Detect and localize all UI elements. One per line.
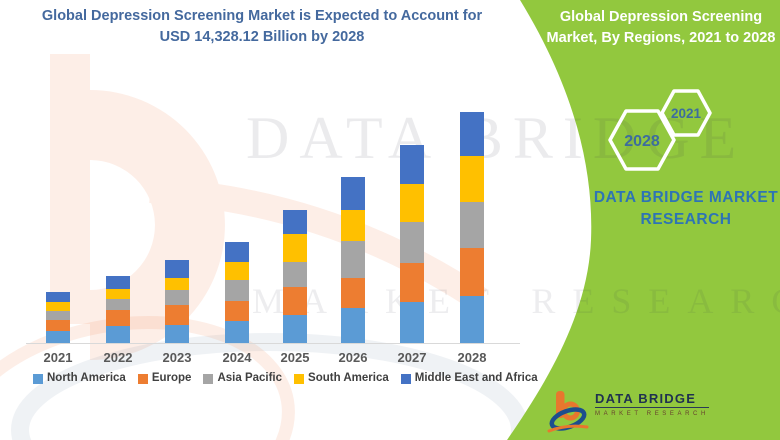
segment-europe-2021 — [46, 319, 70, 332]
segment-europe-2024 — [225, 301, 249, 321]
side-panel-title-line1: Global Depression Screening — [559, 9, 763, 25]
legend-item-north-america: North America — [33, 372, 126, 384]
segment-middle-east-and-africa-2021 — [46, 292, 70, 302]
hexagon-badge-2021: 2021 — [660, 89, 712, 137]
segment-north-america-2028 — [460, 296, 484, 343]
legend-item-south-america: South America — [294, 372, 389, 384]
segment-europe-2023 — [165, 305, 189, 325]
x-axis-label-2028: 2028 — [457, 350, 487, 365]
legend-swatch-asia-pacific-icon — [203, 373, 214, 384]
x-axis-label-2026: 2026 — [338, 350, 368, 365]
segment-asia-pacific-2021 — [46, 310, 70, 320]
segment-asia-pacific-2023 — [165, 290, 189, 306]
segment-asia-pacific-2026 — [341, 241, 365, 278]
legend-item-europe: Europe — [137, 372, 192, 384]
brand-wordmark-line2: RESEARCH — [640, 211, 732, 228]
segment-south-america-2027 — [400, 183, 424, 223]
segment-north-america-2023 — [165, 324, 189, 343]
segment-europe-2026 — [341, 278, 365, 308]
legend-swatch-north-america-icon — [33, 373, 43, 384]
bar-2024 — [225, 242, 249, 343]
page-title-line1: Global Depression Screening Market is Ex… — [41, 8, 483, 24]
segment-middle-east-and-africa-2027 — [400, 144, 424, 184]
databridge-logo: DATA BRIDGE MARKET RESEARCH — [545, 387, 709, 435]
hexagon-2028-year: 2028 — [624, 133, 660, 150]
legend-label-asia-pacific: Asia Pacific — [217, 372, 283, 384]
bar-2021 — [46, 292, 70, 343]
bar-2025 — [283, 210, 307, 343]
x-axis-label-2024: 2024 — [222, 350, 252, 365]
hexagon-badge-2028: 2028 — [608, 109, 676, 171]
x-axis-label-2022: 2022 — [103, 350, 133, 365]
hexagon-2021-year: 2021 — [671, 106, 702, 121]
segment-middle-east-and-africa-2025 — [283, 210, 307, 234]
page-title-line2: USD 14,328.12 Billion by 2028 — [159, 29, 365, 45]
legend-label-south-america: South America — [308, 372, 389, 384]
legend-swatch-south-america-icon — [294, 373, 305, 384]
legend-label-middle-east-and-africa: Middle East and Africa — [414, 372, 538, 384]
segment-europe-2028 — [460, 248, 484, 297]
segment-europe-2025 — [283, 287, 307, 316]
segment-europe-2022 — [106, 310, 130, 327]
segment-south-america-2028 — [460, 156, 484, 203]
brand-wordmark-line1: DATA BRIDGE MARKET — [593, 189, 779, 206]
legend-item-asia-pacific: Asia Pacific — [203, 372, 282, 384]
segment-north-america-2025 — [283, 315, 307, 343]
segment-north-america-2024 — [225, 320, 249, 343]
segment-asia-pacific-2024 — [225, 279, 249, 302]
segment-north-america-2021 — [46, 331, 70, 343]
legend-label-europe: Europe — [151, 372, 192, 384]
segment-south-america-2024 — [225, 261, 249, 280]
x-axis-label-2021: 2021 — [43, 350, 73, 365]
hexagon-2028-outline-icon — [608, 109, 676, 171]
segment-middle-east-and-africa-2024 — [225, 242, 249, 262]
legend-item-middle-east-and-africa: Middle East and Africa — [400, 372, 538, 384]
legend-swatch-europe-icon — [137, 373, 148, 384]
bar-2022 — [106, 275, 130, 343]
x-axis-label-2025: 2025 — [280, 350, 310, 365]
segment-asia-pacific-2027 — [400, 222, 424, 264]
segment-middle-east-and-africa-2028 — [460, 112, 484, 157]
stacked-bar-chart: 2021 2022 2023 2024 2025 2026 2027 2028 — [26, 112, 520, 365]
segment-south-america-2026 — [341, 210, 365, 242]
legend-swatch-middle-east-and-africa-icon — [400, 373, 411, 384]
segment-south-america-2023 — [165, 278, 189, 291]
x-axis-line — [26, 343, 520, 344]
segment-north-america-2026 — [341, 308, 365, 343]
segment-asia-pacific-2028 — [460, 202, 484, 249]
legend-label-north-america: North America — [47, 372, 126, 384]
segment-south-america-2025 — [283, 234, 307, 263]
segment-europe-2027 — [400, 263, 424, 303]
side-panel-title: Global Depression Screening Market, By R… — [540, 7, 780, 49]
bar-2028 — [460, 112, 484, 343]
segment-middle-east-and-africa-2023 — [165, 259, 189, 279]
segment-north-america-2022 — [106, 326, 130, 343]
segment-south-america-2021 — [46, 301, 70, 311]
hexagon-2021-outline-icon — [660, 89, 712, 137]
segment-middle-east-and-africa-2022 — [106, 275, 130, 289]
bar-2023 — [165, 259, 189, 343]
x-axis-label-2023: 2023 — [162, 350, 192, 365]
segment-asia-pacific-2022 — [106, 299, 130, 311]
brand-wordmark: DATA BRIDGE MARKET RESEARCH — [576, 187, 780, 231]
segment-north-america-2027 — [400, 302, 424, 343]
segment-middle-east-and-africa-2026 — [341, 177, 365, 211]
side-panel-title-line2: Market, By Regions, 2021 to 2028 — [546, 30, 776, 46]
chart-legend: North America Europe Asia Pacific South Ame… — [33, 372, 538, 384]
databridge-logo-icon — [547, 391, 589, 433]
segment-south-america-2022 — [106, 288, 130, 300]
bar-2027 — [400, 144, 424, 343]
logo-subtitle: MARKET RESEARCH — [595, 410, 709, 417]
page-title: Global Depression Screening Market is Ex… — [28, 6, 496, 48]
databridge-logo-text: DATA BRIDGE MARKET RESEARCH — [595, 391, 709, 417]
x-axis-label-2027: 2027 — [397, 350, 427, 365]
segment-asia-pacific-2025 — [283, 262, 307, 288]
bar-2026 — [341, 177, 365, 343]
logo-name: DATA BRIDGE — [595, 391, 709, 408]
